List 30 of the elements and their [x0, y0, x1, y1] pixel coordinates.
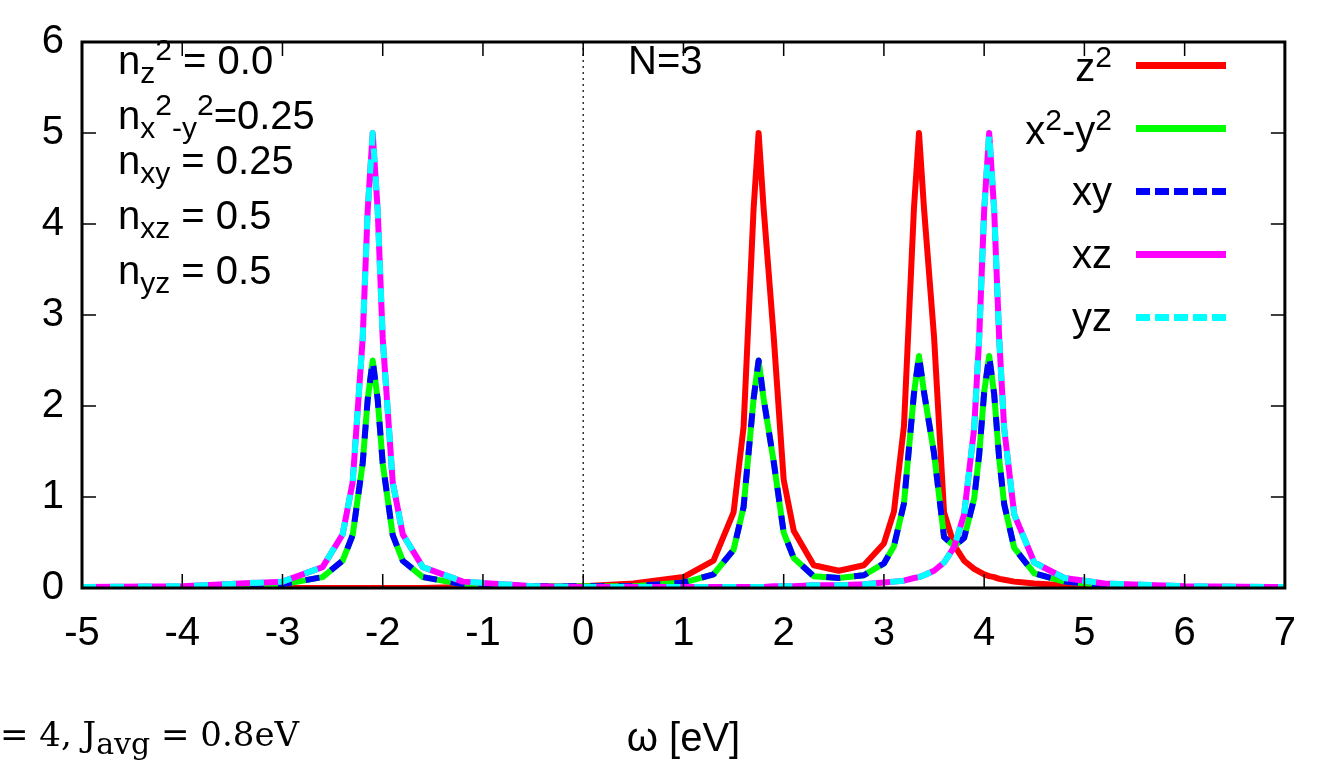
annotation: n$_{yz}$ = 0.5: [118, 248, 272, 301]
y-tick-label: 6: [41, 17, 64, 62]
annotation: n$_{xz}$ = 0.5: [118, 193, 272, 244]
x-tick-label: -4: [164, 609, 201, 654]
text: = 4, J$_{avg}$ = 0.8eV: [0, 713, 300, 763]
y-tick-label: 2: [41, 381, 64, 426]
x-tick-label: 6: [1173, 609, 1196, 654]
legend-label: xy: [1072, 169, 1113, 214]
legend-label: x$^{2}$-y$^{2}$: [1025, 103, 1113, 154]
y-tick-label: 4: [41, 199, 64, 244]
legend-label: yz: [1072, 295, 1113, 340]
x-tick-label: 7: [1273, 609, 1296, 654]
x-tick-label: -1: [465, 609, 501, 654]
legend-label: xz: [1072, 232, 1113, 277]
x-tick-label: -3: [264, 609, 301, 654]
x-tick-label: -2: [364, 609, 401, 654]
x-tick-label: 5: [1073, 609, 1096, 654]
x-tick-label: 2: [772, 609, 795, 654]
y-tick-label: 0: [41, 563, 64, 608]
y-tick-label: 1: [41, 472, 64, 517]
y-tick-label: 5: [41, 108, 64, 153]
x-tick-label: 4: [973, 609, 996, 654]
annotation: N=3: [628, 38, 703, 82]
y-tick-label: 3: [41, 290, 64, 335]
x-axis-title: ω [eV]: [626, 715, 741, 760]
legend-label: z$^{2}$: [1075, 40, 1113, 91]
x-tick-label: -5: [64, 609, 100, 654]
x-tick-label: 3: [872, 609, 896, 654]
x-tick-label: 1: [672, 609, 695, 654]
x-tick-label: 0: [572, 609, 595, 654]
